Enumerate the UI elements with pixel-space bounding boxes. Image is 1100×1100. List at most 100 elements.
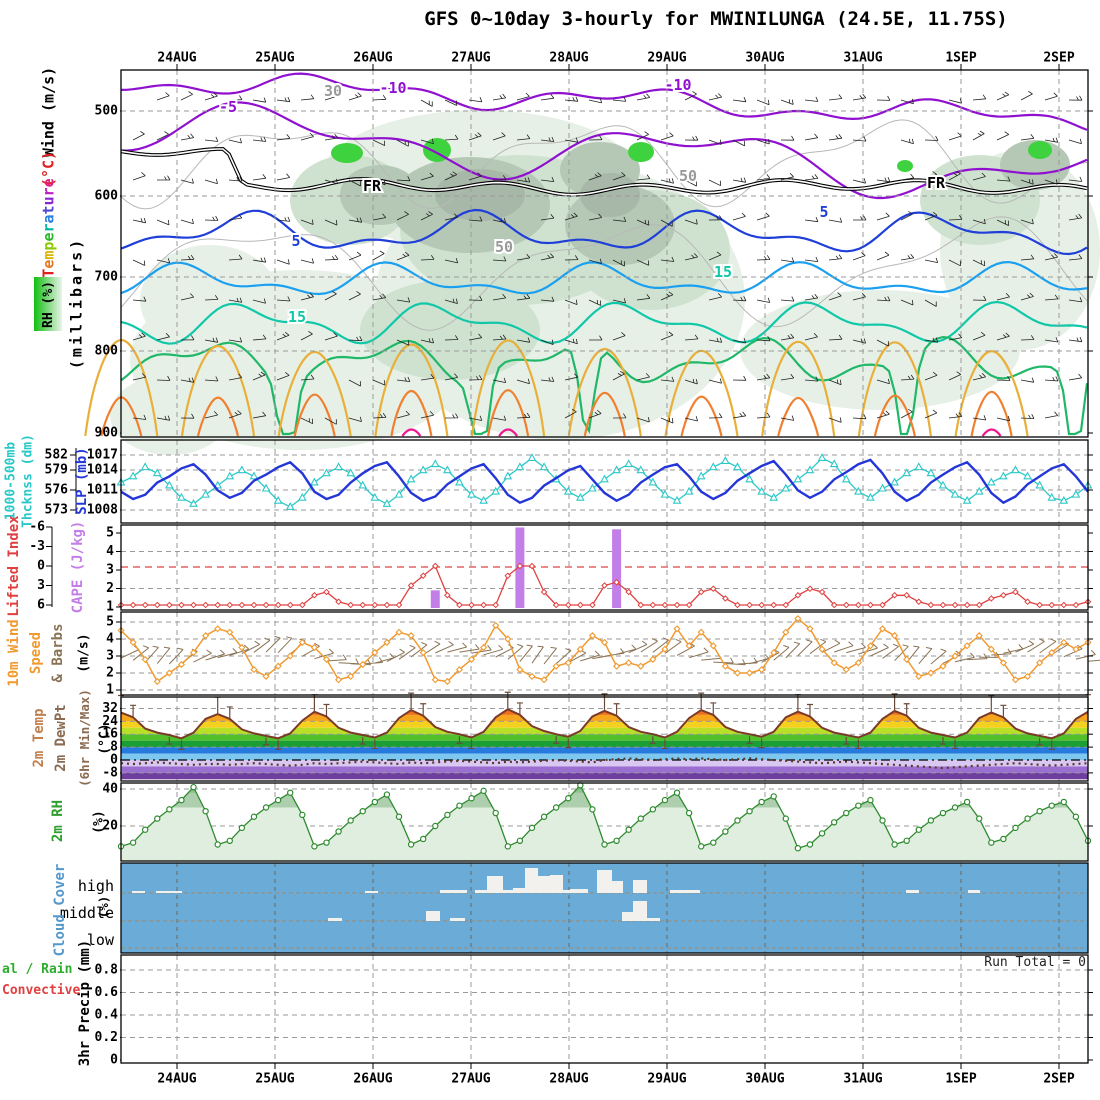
wind-barb — [1044, 376, 1059, 382]
lifted-index-marker — [1000, 591, 1007, 599]
thickness-marker — [588, 483, 597, 492]
temp-minmax-whisker — [565, 738, 572, 749]
rh2m-marker — [734, 817, 741, 824]
rh2m-marker — [1072, 813, 1080, 820]
wind-barb — [276, 296, 291, 302]
wind-barb — [180, 293, 194, 301]
rh2m-marker — [625, 826, 632, 833]
rh2m-marker — [129, 839, 137, 846]
thickness-marker — [612, 465, 621, 474]
wind10-barb — [858, 643, 878, 655]
wind-barb — [708, 93, 722, 101]
wind-barb — [396, 211, 409, 221]
wind-barb — [1020, 414, 1035, 419]
wind-barb — [684, 91, 697, 101]
t2m-label: -8 — [102, 765, 118, 780]
thickness-marker — [539, 462, 549, 471]
wind10-marker — [697, 628, 705, 636]
mb-label: 900 — [95, 426, 119, 441]
rh2m-marker — [359, 808, 366, 815]
temp-minmax-whisker — [371, 739, 378, 750]
thickness-marker — [950, 489, 960, 498]
lifted-index-marker — [528, 562, 536, 570]
axis-label-w10a: 10m Wind — [6, 619, 22, 687]
wind-barb — [276, 259, 290, 265]
rh2m-marker — [1024, 815, 1031, 822]
wind10-marker — [830, 659, 838, 667]
thickness-marker — [443, 465, 452, 474]
temp-contour-warm — [277, 350, 352, 437]
wind-barb — [180, 218, 194, 225]
temp-minmax-whisker — [746, 736, 753, 744]
wind-barb — [396, 176, 411, 182]
wind-barb — [756, 212, 770, 221]
date-label-top: 29AUG — [647, 51, 686, 66]
wind-barb — [228, 297, 243, 303]
rh2m-marker — [710, 839, 717, 846]
cape-label: 3 — [106, 563, 114, 578]
wind-barb — [492, 175, 507, 181]
slp-panel — [116, 453, 1093, 510]
wind-barb — [372, 179, 386, 186]
wind-barb — [852, 414, 867, 420]
thickness-marker — [346, 468, 355, 477]
wind10-marker — [939, 662, 947, 670]
wind-barb — [252, 371, 266, 381]
wind-barb — [828, 254, 843, 261]
date-label-bottom: 29AUG — [647, 1072, 686, 1087]
wind-barb — [1068, 213, 1083, 221]
date-label-top: 27AUG — [451, 51, 490, 66]
temp-minmax-whisker — [613, 703, 620, 715]
rh2m-marker — [419, 835, 427, 843]
temp-contour-warm2 — [680, 395, 723, 437]
lifted-index-marker — [323, 588, 330, 596]
lifted-index-marker — [879, 601, 886, 609]
wind-barb — [348, 379, 361, 387]
date-label-bottom: 2SEP — [1043, 1072, 1074, 1087]
wind-barb — [372, 139, 386, 146]
wind-barb — [756, 373, 771, 381]
wind-barb — [636, 131, 649, 141]
thickness-marker — [974, 486, 984, 495]
wind10-label: 2 — [106, 666, 114, 681]
wind10-marker — [1072, 645, 1080, 653]
precip-label: 0 — [110, 1053, 118, 1068]
rh2m-marker — [927, 817, 935, 824]
thickness-marker — [648, 477, 658, 486]
rh2m-marker — [988, 839, 995, 846]
wind-barb — [324, 254, 339, 261]
thickness-marker — [394, 489, 404, 498]
date-label-top: 30AUG — [745, 51, 784, 66]
thickness-marker — [660, 489, 670, 498]
wind-barb — [1020, 377, 1035, 383]
thickness-marker — [733, 462, 742, 471]
mb-label: 500 — [95, 104, 119, 119]
wind10-panel — [117, 615, 1100, 686]
wind-barb — [468, 333, 483, 341]
wind-barb — [516, 134, 531, 141]
wind10-barb — [156, 646, 171, 664]
cloud-bar-high — [633, 880, 647, 893]
wind-barb — [396, 376, 411, 382]
axis-label-thk1: 1000-500mb — [3, 441, 19, 521]
wind10-marker — [298, 638, 306, 646]
rh2m-marker — [516, 837, 524, 845]
wind10-marker — [576, 645, 584, 653]
lifted-index-marker — [407, 582, 415, 589]
wind10-marker — [262, 672, 270, 680]
cloud-bar-high — [487, 876, 503, 893]
wind10-marker — [226, 628, 234, 636]
lifted-index-marker — [1012, 588, 1019, 596]
wind-barb — [588, 299, 602, 306]
wind10-marker — [794, 615, 802, 623]
temp-minmax-whisker — [843, 737, 850, 745]
lifted-index-marker — [480, 601, 487, 609]
date-label-bottom: 26AUG — [353, 1072, 392, 1087]
contour-label-30: 30 — [324, 82, 342, 100]
lifted-index-marker — [383, 601, 391, 609]
wind-barb — [828, 417, 842, 423]
wind10-marker — [540, 676, 548, 684]
cloud-bar-high — [550, 875, 563, 893]
wind10-barb — [217, 647, 238, 659]
